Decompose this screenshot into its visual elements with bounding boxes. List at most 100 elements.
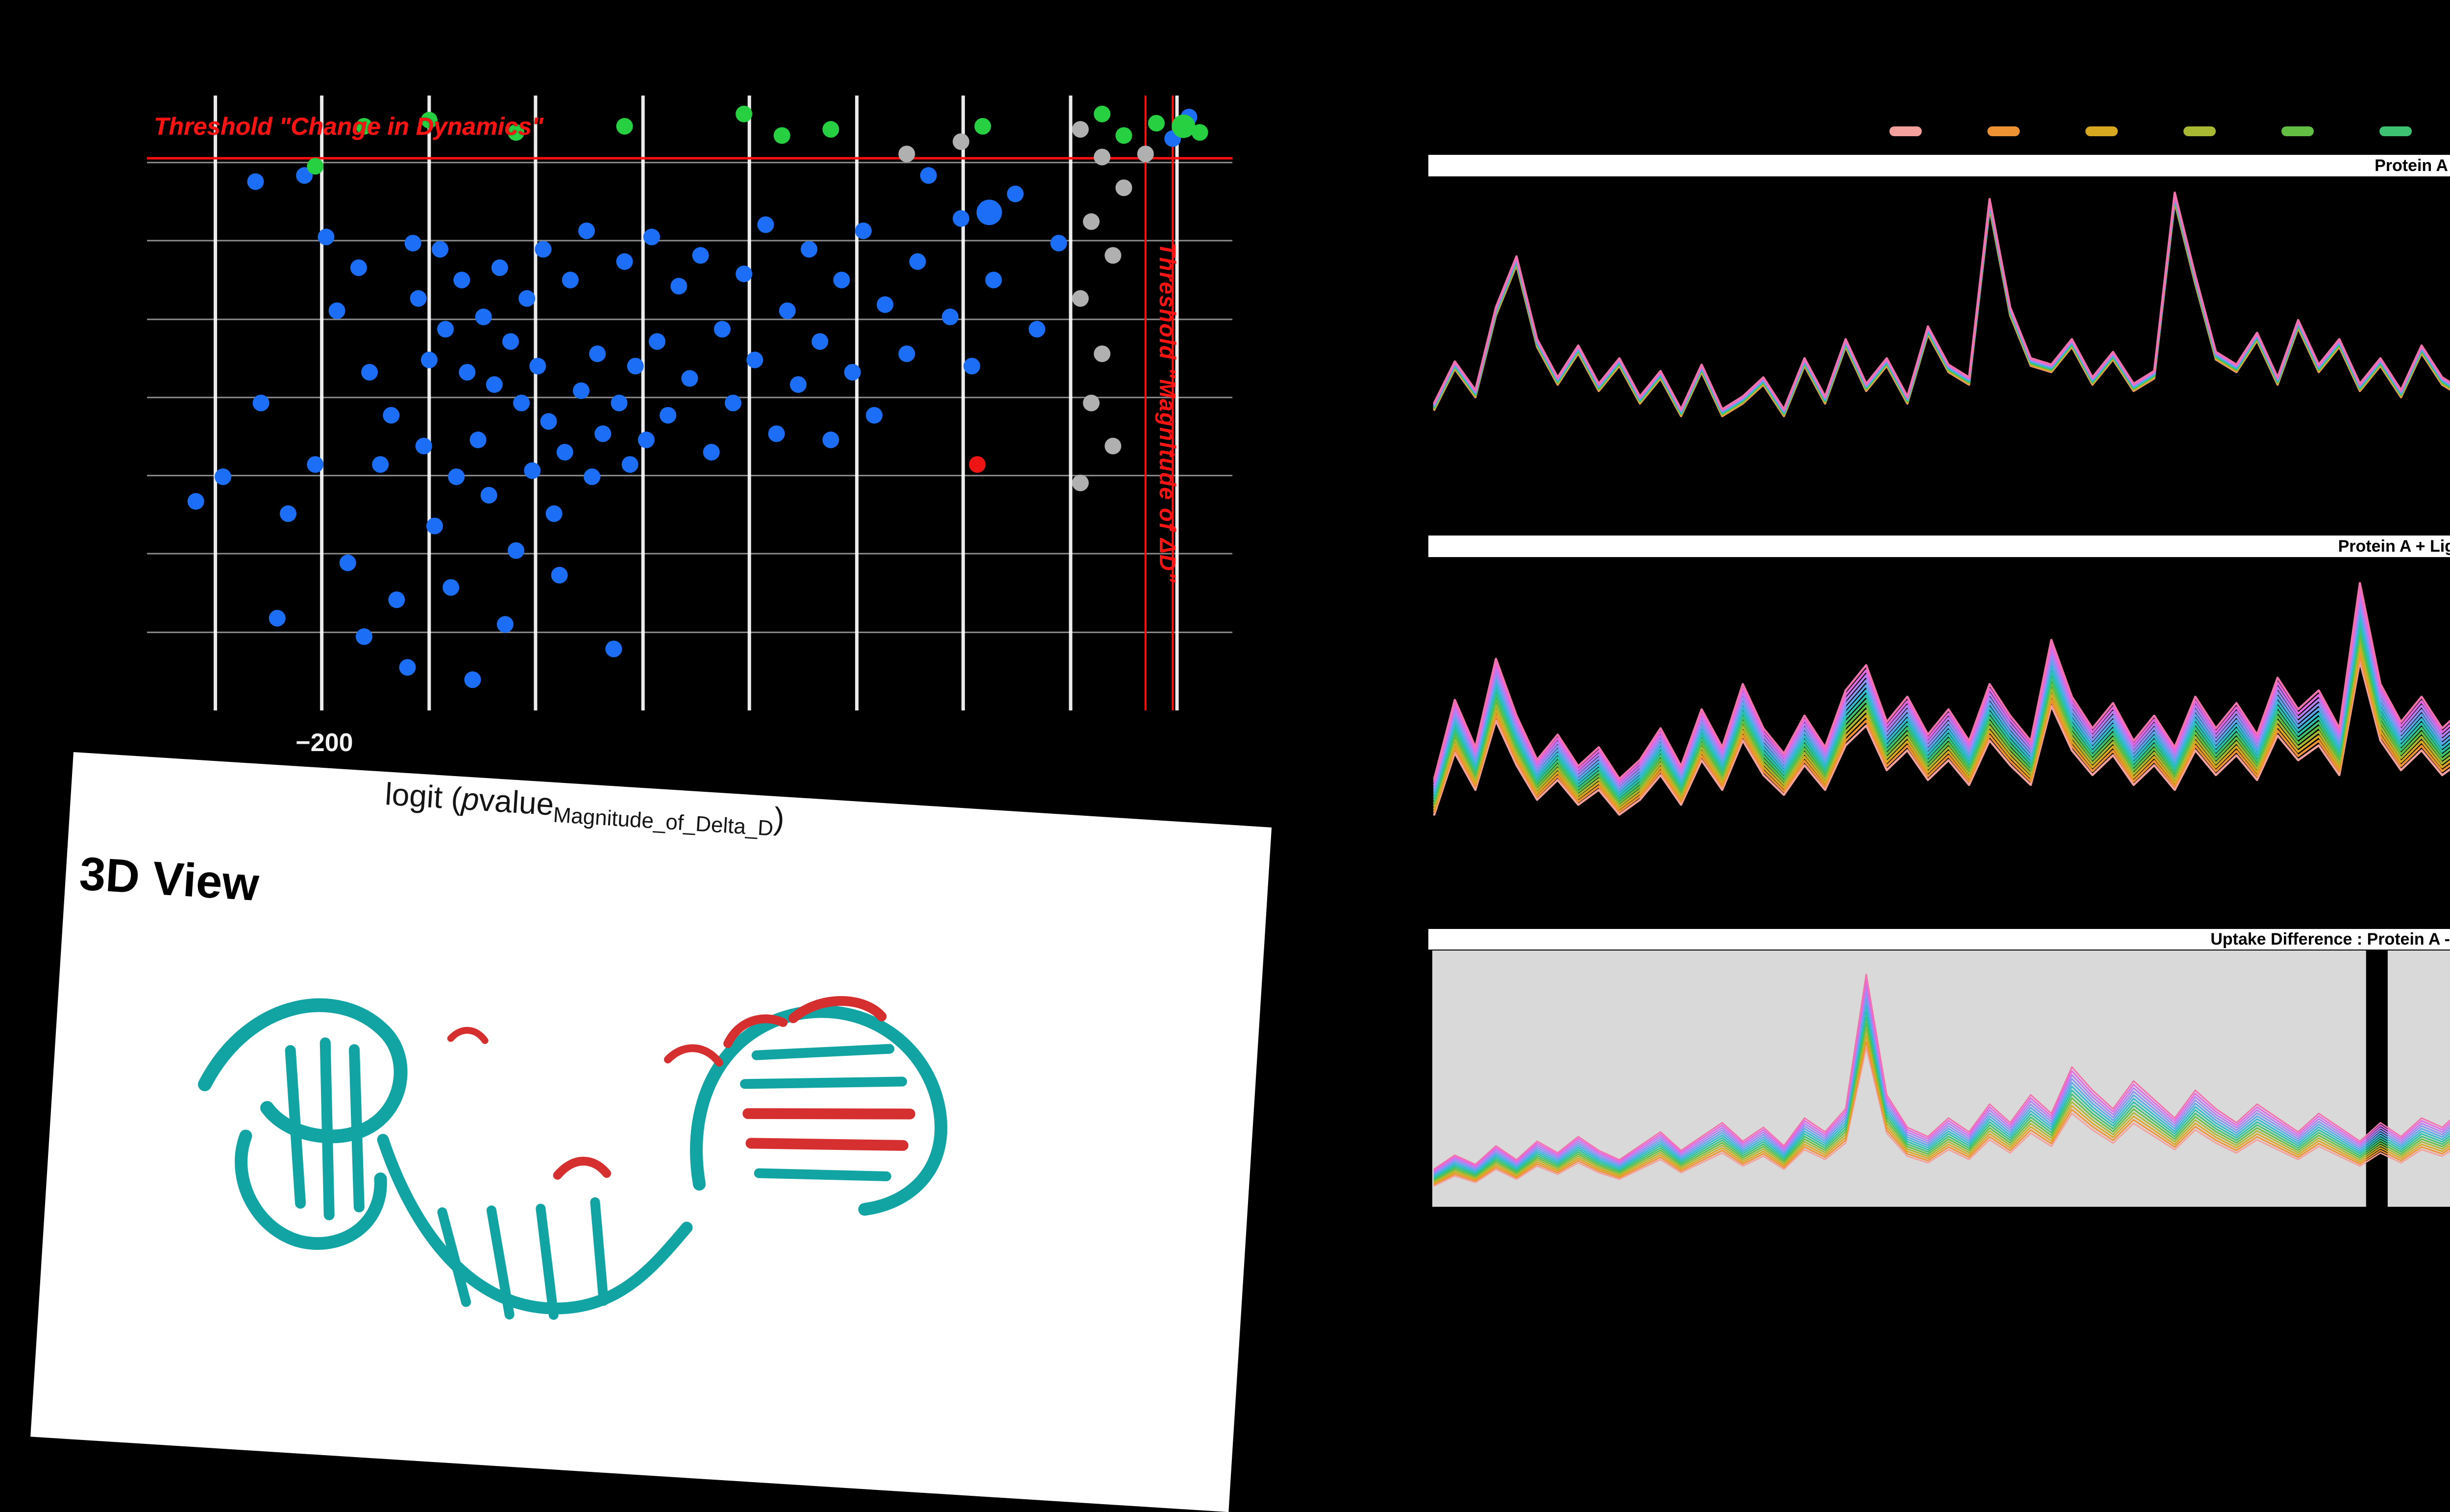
scatter-point-blue[interactable] xyxy=(339,554,356,571)
scatter-point-blue[interactable] xyxy=(643,228,660,245)
scatter-point-blue[interactable] xyxy=(524,462,541,479)
scatter-point-blue[interactable] xyxy=(508,542,525,559)
scatter-point-blue[interactable] xyxy=(801,241,818,258)
scatter-point-blue[interactable] xyxy=(670,278,687,295)
scatter-point-blue[interactable] xyxy=(578,222,595,240)
scatter-point-blue[interactable] xyxy=(383,407,400,424)
scatter-point-blue[interactable] xyxy=(703,443,720,461)
scatter-point-blue[interactable] xyxy=(459,364,476,381)
scatter-point-blue[interactable] xyxy=(469,431,487,448)
scatter-point-blue[interactable] xyxy=(584,468,601,486)
scatter-point-blue[interactable] xyxy=(529,358,546,375)
scatter-point-blue[interactable] xyxy=(866,407,883,424)
scatter-point-blue[interactable] xyxy=(985,271,1002,289)
scatter-point-blue[interactable] xyxy=(562,271,579,289)
scatter-point-blue[interactable] xyxy=(448,468,465,486)
scatter-point-green[interactable] xyxy=(974,118,991,135)
scatter-point-gray[interactable] xyxy=(1137,146,1154,163)
scatter-point-blue[interactable] xyxy=(909,253,926,270)
scatter-point-blue[interactable] xyxy=(279,505,296,522)
scatter-point-blue[interactable] xyxy=(535,241,552,258)
scatter-point-blue[interactable] xyxy=(963,358,980,375)
scatter-point-blue[interactable] xyxy=(877,296,894,313)
scatter-point-blue[interactable] xyxy=(518,290,536,307)
uptake-plot-protein-a[interactable] xyxy=(1428,176,2450,519)
scatter-point-gray[interactable] xyxy=(1072,290,1089,307)
scatter-point-blue[interactable] xyxy=(637,431,655,448)
scatter-point-red[interactable] xyxy=(969,456,986,473)
scatter-point-blue[interactable] xyxy=(513,394,530,412)
scatter-point-blue[interactable] xyxy=(491,259,508,276)
scatter-point-blue[interactable] xyxy=(898,345,915,363)
legend-swatch-6[interactable] xyxy=(2379,126,2412,136)
scatter-point-blue[interactable] xyxy=(350,259,367,276)
scatter-point-blue[interactable] xyxy=(252,394,270,412)
scatter-point-blue[interactable] xyxy=(976,199,1002,225)
scatter-point-blue[interactable] xyxy=(415,438,432,455)
scatter-point-blue[interactable] xyxy=(480,487,497,504)
scatter-point-blue[interactable] xyxy=(660,407,677,424)
scatter-point-blue[interactable] xyxy=(399,659,416,676)
scatter-point-blue[interactable] xyxy=(453,271,470,289)
scatter-point-green[interactable] xyxy=(1094,105,1111,122)
scatter-point-gray[interactable] xyxy=(898,146,915,163)
scatter-point-blue[interactable] xyxy=(410,290,427,307)
scatter-point-gray[interactable] xyxy=(953,133,970,150)
scatter-point-gray[interactable] xyxy=(1115,179,1132,196)
legend-swatch-2[interactable] xyxy=(1987,126,2020,136)
scatter-point-green[interactable] xyxy=(616,118,633,135)
scatter-point-blue[interactable] xyxy=(328,302,345,319)
scatter-point-blue[interactable] xyxy=(496,616,514,633)
scatter-point-green[interactable] xyxy=(420,112,438,129)
scatter-point-blue[interactable] xyxy=(779,302,796,319)
scatter-point-blue[interactable] xyxy=(318,228,335,245)
scatter-point-blue[interactable] xyxy=(616,253,633,270)
scatter-point-blue[interactable] xyxy=(388,591,405,609)
scatter-point-blue[interactable] xyxy=(768,425,785,442)
scatter-point-blue[interactable] xyxy=(811,333,829,350)
scatter-point-blue[interactable] xyxy=(1050,235,1067,252)
scatter-point-blue[interactable] xyxy=(942,308,959,325)
scatter-point-blue[interactable] xyxy=(372,456,389,473)
scatter-point-blue[interactable] xyxy=(589,345,606,363)
scatter-point-green[interactable] xyxy=(1115,127,1132,144)
scatter-point-blue[interactable] xyxy=(442,579,460,596)
scatter-point-blue[interactable] xyxy=(551,566,568,584)
scatter-point-blue[interactable] xyxy=(247,173,264,190)
uptake-difference-plot[interactable] xyxy=(1428,950,2450,1208)
scatter-point-blue[interactable] xyxy=(611,394,628,412)
legend-swatch-3[interactable] xyxy=(2085,126,2118,136)
scatter-point-blue[interactable] xyxy=(844,364,861,381)
scatter-point-gray[interactable] xyxy=(1104,438,1122,455)
scatter-point-blue[interactable] xyxy=(713,320,731,338)
scatter-point-blue[interactable] xyxy=(855,222,872,240)
scatter-point-blue[interactable] xyxy=(735,265,753,282)
scatter-point-gray[interactable] xyxy=(1083,394,1100,412)
scatter-point-blue[interactable] xyxy=(573,382,589,399)
scatter-point-blue[interactable] xyxy=(621,456,638,473)
scatter-point-blue[interactable] xyxy=(1007,185,1024,202)
scatter-point-blue[interactable] xyxy=(464,671,481,688)
scatter-point-blue[interactable] xyxy=(556,443,573,461)
scatter-point-blue[interactable] xyxy=(269,610,286,627)
scatter-point-blue[interactable] xyxy=(692,247,709,264)
scatter-point-blue[interactable] xyxy=(790,376,807,393)
scatter-point-blue[interactable] xyxy=(605,640,622,658)
scatter-point-green[interactable] xyxy=(735,105,753,122)
scatter-point-blue[interactable] xyxy=(540,413,557,430)
uptake-plot-protein-a-ligand[interactable] xyxy=(1428,557,2450,898)
scatter-point-gray[interactable] xyxy=(1094,345,1111,363)
scatter-point-blue[interactable] xyxy=(833,271,850,289)
scatter-point-green[interactable] xyxy=(1148,115,1165,132)
scatter-point-blue[interactable] xyxy=(296,167,313,184)
scatter-point-gray[interactable] xyxy=(1094,148,1111,166)
scatter-point-gray[interactable] xyxy=(1072,474,1089,491)
scatter-point-blue[interactable] xyxy=(356,628,372,645)
scatter-point-gray[interactable] xyxy=(1083,213,1100,230)
scatter-point-gray[interactable] xyxy=(1104,247,1122,264)
scatter-point-blue[interactable] xyxy=(746,351,763,368)
scatter-point-blue[interactable] xyxy=(437,320,454,338)
scatter-point-blue[interactable] xyxy=(822,431,839,448)
scatter-point-blue[interactable] xyxy=(1029,320,1046,338)
scatter-point-green[interactable] xyxy=(1172,114,1196,138)
